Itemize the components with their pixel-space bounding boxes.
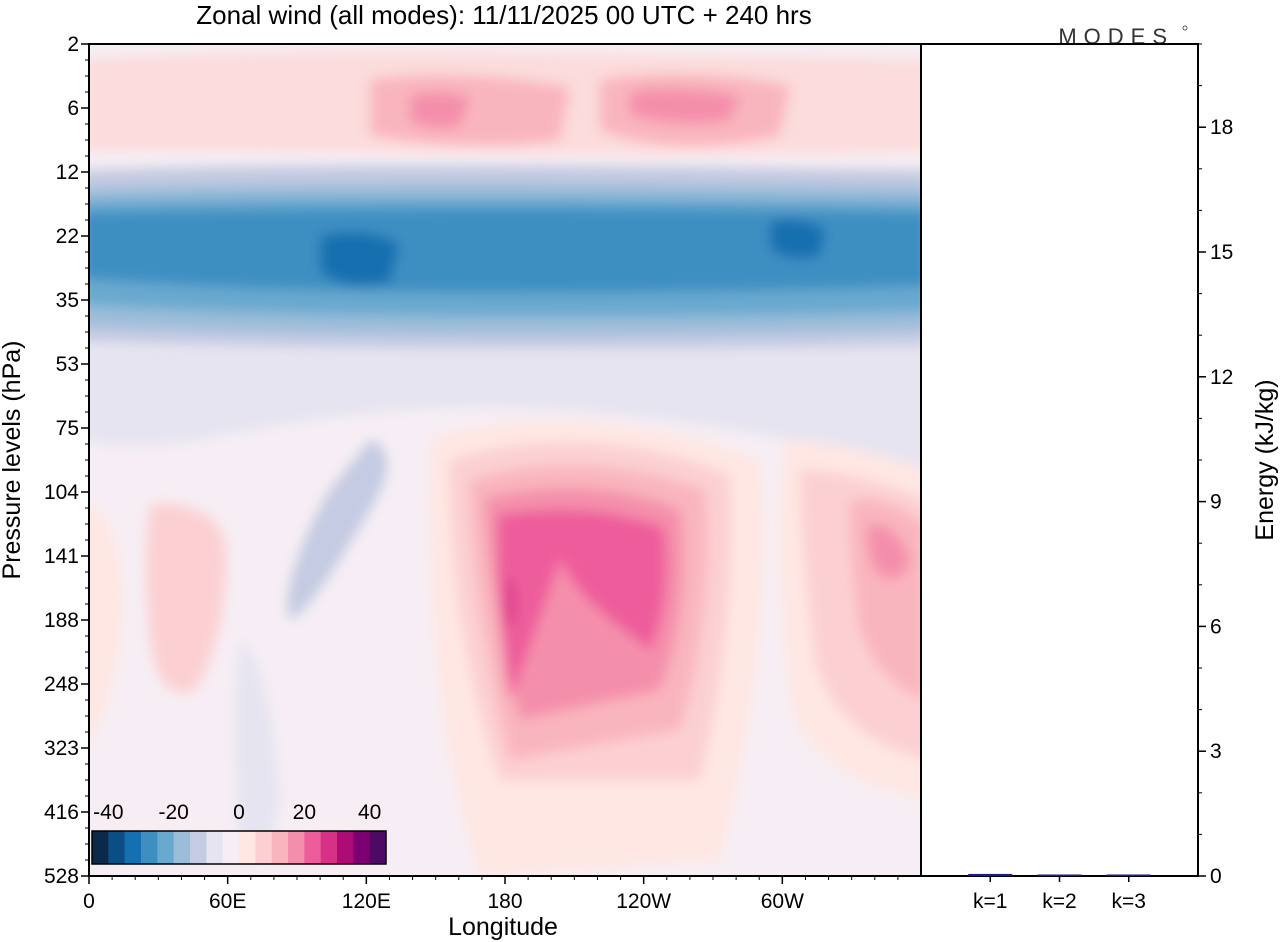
upper-westerly-core-west: [370, 74, 570, 146]
pressure-tick-label: 248: [44, 673, 79, 696]
energy-tick-label: 0: [1210, 865, 1222, 888]
energy-tick-label: 9: [1210, 491, 1222, 514]
pressure-tick-label: 22: [56, 225, 79, 248]
energy-tick-label: 12: [1210, 366, 1233, 389]
colorbar-swatch: [92, 831, 109, 864]
colorbar-swatch: [304, 831, 322, 864]
colorbar-swatch: [190, 831, 207, 864]
x-axis-label: Longitude: [448, 913, 558, 941]
colorbar-labels: -40 -20 0 20 40: [93, 801, 381, 824]
colorbar-swatch: [320, 831, 338, 864]
chart-title: Zonal wind (all modes): 11/11/2025 00 UT…: [196, 0, 811, 30]
colorbar-swatch: [353, 831, 371, 864]
colorbar-swatch: [157, 831, 175, 864]
colorbar-label: 20: [293, 801, 316, 824]
colorbar-swatch: [206, 831, 224, 864]
colorbar-swatch: [369, 831, 387, 864]
colorbar-label: 40: [358, 801, 381, 824]
zonal-wind-field: [89, 44, 921, 876]
energy-bar-label: k=2: [1042, 890, 1076, 913]
dateline-jet-core: [497, 509, 667, 700]
energy-bar: [1037, 874, 1082, 876]
lower-stratosphere-easterlies: [89, 345, 921, 468]
energy-tick-label: 18: [1210, 116, 1233, 139]
y-axis-label: Pressure levels (hPa): [0, 341, 26, 580]
easterly-jet-core: [89, 208, 921, 293]
energy-frame: [920, 43, 1199, 877]
western-easterly-streak-2: [235, 640, 280, 864]
energy-axis: 0 3 6 9 12 15 18: [1198, 43, 1233, 888]
longitude-tick-label: 60W: [761, 890, 804, 913]
energy-bar: [968, 873, 1013, 876]
energy-bar-label: k=1: [973, 890, 1007, 913]
longitude-tick-label: 0: [83, 890, 95, 913]
colorbar-frame: [91, 830, 387, 865]
pressure-tick-label: 53: [56, 353, 79, 376]
longitude-tick-label: 120E: [342, 890, 391, 913]
upper-westerly-peak: [630, 88, 740, 124]
longitude-tick-label: 60E: [209, 890, 246, 913]
colorbar-swatch: [288, 831, 305, 864]
pressure-tick-label: 188: [44, 609, 79, 632]
colorbar: [91, 830, 387, 865]
energy-bar-labels: k=1 k=2 k=3: [973, 876, 1146, 913]
energy-bar: [1106, 874, 1151, 876]
easterly-jet-max-west: [320, 231, 400, 286]
pressure-tick-label: 35: [56, 289, 79, 312]
energy-axis-label: Energy (kJ/kg): [1251, 379, 1279, 540]
energy-tick-label: 3: [1210, 740, 1222, 763]
registered-mark: [1182, 25, 1188, 31]
modes-logo: MODES: [1058, 24, 1174, 49]
colorbar-label: -40: [93, 801, 123, 824]
pressure-tick-label: 141: [44, 545, 79, 568]
upper-westerly-peak-2: [410, 92, 470, 128]
west-westerly-peak: [867, 524, 910, 579]
energy-bar-label: k=3: [1112, 890, 1146, 913]
longitude-tick-label: 180: [487, 890, 522, 913]
pressure-tick-label: 2: [67, 33, 79, 56]
pressure-tick-label: 104: [44, 481, 79, 504]
pressure-tick-label: 75: [56, 417, 79, 440]
longitude-axis: 0 60E 120E 180 120W 60W: [83, 876, 899, 913]
pressure-tick-label: 6: [67, 97, 79, 120]
dateline-jet-peak: [507, 577, 515, 627]
colorbar-swatch: [124, 831, 142, 864]
energy-bars: [968, 873, 1151, 876]
colorbar-swatch: [222, 831, 240, 864]
east-hemisphere-westerly: [146, 503, 226, 693]
colorbar-swatch: [337, 831, 354, 864]
pressure-tick-label: 416: [44, 801, 79, 824]
pressure-axis: 2 6 12 22 35 53 75 104 141 188 248 323 416 528: [44, 33, 89, 888]
colorbar-label: -20: [158, 801, 188, 824]
colorbar-swatch: [239, 831, 256, 864]
colorbar-swatch: [173, 831, 191, 864]
longitude-tick-label: 120W: [616, 890, 671, 913]
colorbar-swatch: [108, 831, 126, 864]
colorbar-label: 0: [233, 801, 245, 824]
energy-tick-label: 15: [1210, 241, 1233, 264]
colorbar-swatch: [141, 831, 158, 864]
western-easterly-streak: [287, 440, 387, 620]
west-edge-westerly: [89, 503, 123, 741]
pressure-tick-label: 528: [44, 865, 79, 888]
colorbar-swatch: [271, 831, 289, 864]
pressure-tick-label: 323: [44, 737, 79, 760]
colorbar-swatch: [255, 831, 273, 864]
pressure-tick-label: 12: [56, 161, 79, 184]
easterly-jet-max-east: [770, 219, 826, 259]
energy-tick-label: 6: [1210, 615, 1222, 638]
